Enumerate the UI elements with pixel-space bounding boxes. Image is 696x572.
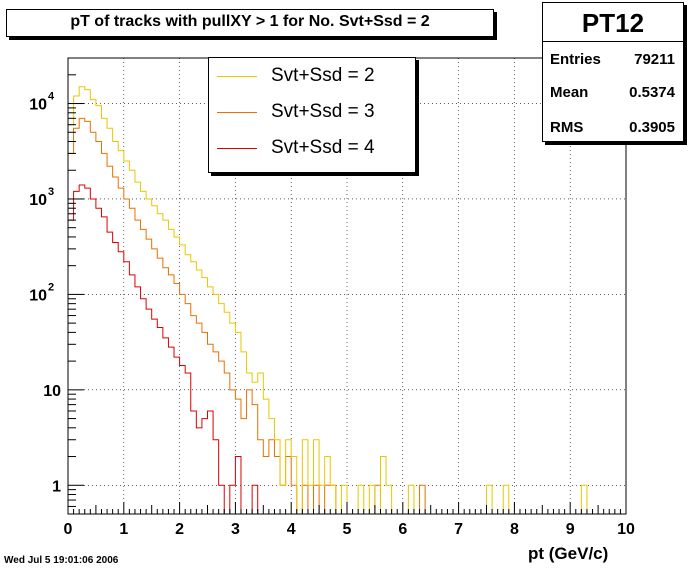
stat-label: RMS [550,119,584,136]
x-tick-label: 2 [175,521,184,538]
legend-label: Svt+Ssd = 2 [271,65,375,86]
x-tick-label: 5 [343,521,352,538]
x-tick-label: 0 [64,521,73,538]
stat-value: 0.3905 [629,119,675,136]
x-tick-label: 8 [510,521,519,538]
x-tick-label: 9 [566,521,575,538]
x-axis-label: pt (GeV/c) [528,544,609,563]
y-tick-exponent: 4 [48,91,55,103]
x-tick-label: 10 [617,521,635,538]
stat-value: 79211 [634,51,675,68]
legend-swatch [217,148,257,149]
timestamp: Wed Jul 5 19:01:06 2006 [4,555,119,566]
stat-value: 0.5374 [629,84,675,101]
y-tick-label: 10 [29,192,47,209]
x-tick-label: 7 [454,521,463,538]
legend-item: Svt+Ssd = 3 [217,98,407,128]
x-tick-label: 4 [287,521,296,538]
stats-box: PT12 Entries 79211 Mean 0.5374 RMS 0.390… [542,2,684,142]
stat-label: Mean [550,84,589,101]
y-tick-label: 10 [29,287,47,304]
legend-label: Svt+Ssd = 4 [271,137,375,158]
legend: Svt+Ssd = 2 Svt+Ssd = 3 Svt+Ssd = 4 [208,57,416,173]
y-tick-label: 10 [43,383,61,400]
stats-name: PT12 [543,5,683,42]
chart-title: pT of tracks with pullXY > 1 for No. Svt… [70,13,430,30]
y-tick-exponent: 2 [48,281,54,293]
legend-item: Svt+Ssd = 4 [217,134,407,164]
legend-swatch [217,76,257,77]
x-tick-label: 3 [231,521,240,538]
legend-swatch [217,112,257,113]
title-box: pT of tracks with pullXY > 1 for No. Svt… [6,9,494,37]
x-tick-label: 6 [398,521,407,538]
x-tick-label: 1 [119,521,128,538]
legend-label: Svt+Ssd = 3 [271,101,375,122]
y-tick-exponent: 3 [48,186,54,198]
y-tick-label: 10 [29,97,47,114]
y-tick-label: 1 [52,478,61,495]
legend-item: Svt+Ssd = 2 [217,62,407,92]
stat-label: Entries [550,51,601,68]
